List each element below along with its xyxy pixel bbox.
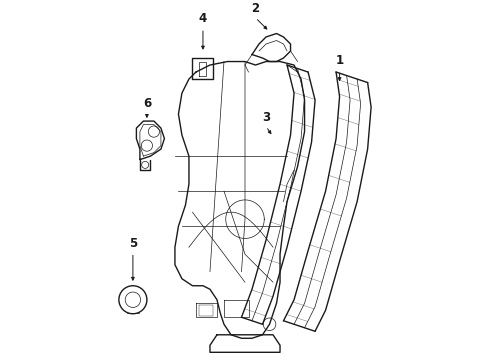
Text: 3: 3 xyxy=(262,111,270,123)
Text: 6: 6 xyxy=(143,96,151,109)
Text: 2: 2 xyxy=(251,2,260,15)
Text: 4: 4 xyxy=(199,13,207,26)
Text: 5: 5 xyxy=(129,237,137,249)
Text: 1: 1 xyxy=(336,54,343,67)
